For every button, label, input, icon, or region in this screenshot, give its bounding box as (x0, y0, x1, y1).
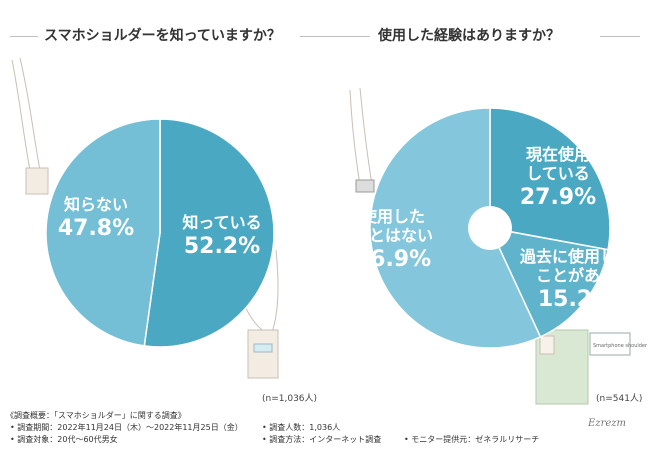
title-rule-left-b (300, 36, 370, 37)
title-rule-left-a (10, 36, 40, 37)
pie1-value-1: 52.2% (184, 234, 260, 259)
survey-method: • 調査方法：インターネット調査 (262, 435, 382, 444)
pie2-label-2-line-1: 過去に使用した (519, 247, 632, 266)
survey-period: • 調査期間：2022年11月24日（木）～2022年11月25日（金） (10, 423, 243, 432)
pie2-value-3: 56.9% (355, 247, 431, 272)
pie2-slice-1 (489, 107, 611, 251)
pie2-label-1-line-1: 現在使用 (526, 145, 590, 164)
pie2-slice-3 (369, 107, 542, 349)
title-rule-right-b (600, 36, 640, 37)
pie1-label-2: 知らない 47.8% (58, 195, 134, 241)
pie2-label-2-line-2: ことがある (536, 266, 616, 285)
pie1-slice-2 (45, 118, 161, 347)
pie2-label-3-line-2: ことはない (353, 226, 433, 245)
pie1-label-2-line-1: 知らない (64, 195, 128, 214)
pie2-slice-2 (488, 226, 609, 338)
survey-target: • 調査対象：20代～60代男女 (10, 435, 118, 444)
pie2-value-2: 15.2% (538, 287, 614, 312)
pie1-label-1-line-1: 知っている (182, 213, 261, 232)
artist-signature: Ezrezm (588, 418, 627, 429)
pie1-slice-1 (143, 118, 275, 348)
survey-sample-size: • 調査人数：1,036人 (262, 423, 341, 432)
chart-title-usage: 使用した経験はありますか？ (372, 25, 566, 45)
pie2-center-hole (468, 206, 512, 250)
sample-size-usage: (n=541人) (596, 394, 643, 404)
sketch-note: Smartphone shoulder (593, 343, 648, 349)
pie2-label-1-line-2: している (526, 164, 590, 183)
survey-summary: 《調査概要：「スマホショルダー」に関する調査》 (6, 411, 186, 420)
survey-provider: • モニター提供元：ゼネラルリサーチ (404, 435, 540, 444)
pie1-value-2: 47.8% (58, 216, 134, 241)
chart-title-aware: スマホショルダーを知っていますか？ (38, 25, 287, 45)
pie2-label-3-line-1: 使用した (360, 207, 425, 226)
pie1-label-1: 知っている 52.2% (182, 213, 261, 259)
pie2-value-1: 27.9% (520, 185, 596, 210)
sample-size-aware: (n=1,036人) (262, 394, 318, 404)
